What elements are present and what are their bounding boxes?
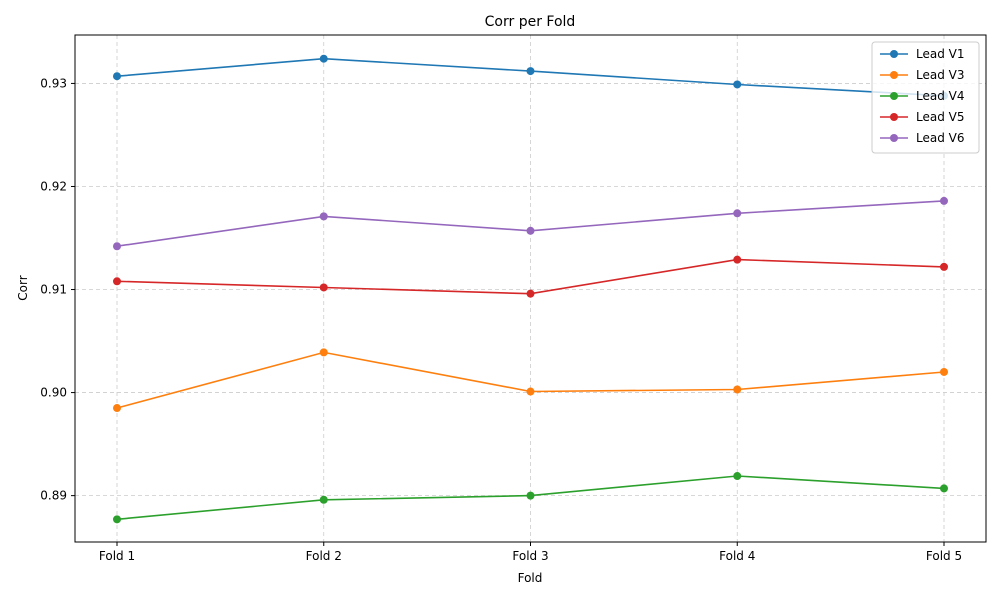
data-point-lead-v5 [319,283,328,292]
data-point-lead-v5 [733,255,742,264]
x-axis: Fold 1 Fold 2 Fold 3 Fold 4 Fold 5 [99,542,962,563]
legend-label-lead-v4: Lead V4 [916,89,965,103]
y-tick-label: 0.90 [40,386,67,400]
data-point-lead-v4 [526,491,535,500]
y-tick-label: 0.89 [40,489,67,503]
x-axis-label: Fold [518,571,543,585]
data-point-lead-v3 [940,367,948,376]
data-point-lead-v6 [319,212,328,221]
data-point-lead-v1 [526,67,535,76]
data-point-lead-v1 [319,54,328,63]
y-tick-label: 0.91 [40,283,67,297]
legend-marker-lead-v3 [890,71,898,79]
data-point-lead-v6 [526,226,535,235]
x-tick-label: Fold 5 [926,549,962,563]
legend-marker-lead-v4 [890,92,898,100]
legend-marker-lead-v5 [890,113,898,121]
y-axis: 0.89 0.90 0.91 0.92 0.93 [40,76,75,503]
data-point-lead-v5 [113,277,121,286]
legend-label-lead-v6: Lead V6 [916,131,965,145]
legend-box [871,41,980,154]
x-tick-label: Fold 1 [99,549,135,563]
legend-marker-lead-v6 [890,134,898,142]
series-layer [113,54,948,524]
legend-marker-lead-v1 [890,50,898,58]
data-point-lead-v1 [113,72,121,81]
data-point-lead-v3 [319,348,328,357]
data-point-lead-v3 [526,387,535,396]
data-point-lead-v4 [733,472,742,481]
x-tick-label: Fold 3 [512,549,548,563]
y-axis-label: Corr [16,275,30,300]
legend: Lead V1 Lead V3 Lead V4 Lead V5 Lead V6 [871,41,980,154]
data-point-lead-v6 [940,196,948,205]
data-point-lead-v4 [940,484,948,493]
legend-label-lead-v3: Lead V3 [916,68,965,82]
y-tick-label: 0.93 [40,76,67,90]
y-tick-label: 0.92 [40,179,67,193]
data-point-lead-v6 [733,209,742,218]
data-point-lead-v4 [113,515,121,524]
data-point-lead-v1 [733,80,742,89]
x-tick-label: Fold 2 [306,549,342,563]
data-point-lead-v3 [113,404,121,413]
data-point-lead-v6 [113,242,121,251]
legend-label-lead-v5: Lead V5 [916,110,965,124]
legend-label-lead-v1: Lead V1 [916,47,965,61]
data-point-lead-v5 [526,289,535,298]
chart-title: Corr per Fold [485,14,576,30]
data-point-lead-v3 [733,385,742,394]
x-tick-label: Fold 4 [719,549,755,563]
data-point-lead-v4 [319,495,328,504]
data-point-lead-v5 [940,262,948,271]
